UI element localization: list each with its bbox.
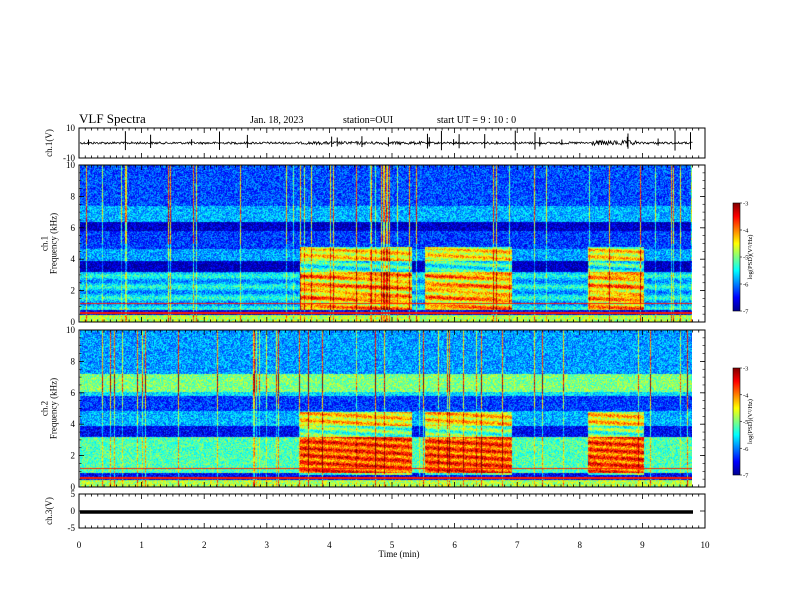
time-axis-label: Time (min) <box>379 549 420 559</box>
time-tick-label: 5 <box>390 540 395 550</box>
ch1-spectrogram-heatmap <box>80 165 692 322</box>
ch2-spectrogram-ytick-label: 0 <box>71 482 76 492</box>
ch2-colorbar: -3 -4 -5 -6 -7 log(PSD)(V²/Hz) <box>732 366 754 480</box>
time-tick-label: 7 <box>515 540 520 550</box>
ch2-spectrogram-heatmap <box>80 330 692 487</box>
ch1-colorbar-tick: -5 <box>743 255 748 262</box>
time-tick-label: 8 <box>578 540 583 550</box>
ch2-spectrogram-ylabel: ch.2 <box>40 401 50 416</box>
ch1-waveform-trace <box>79 139 693 147</box>
ch2-spectrogram-panel: 0 2 4 6 8 10 ch.2 Frequency (kHz) <box>40 325 706 492</box>
time-tick-label: 6 <box>452 540 457 550</box>
ch1-colorbar-tick: -4 <box>743 228 749 235</box>
ch3-waveform-panel: 5 0 -5 ch.3(V) <box>44 489 706 533</box>
ch1-colorbar-scale <box>732 202 741 312</box>
ch3-waveform-ytick-label: 5 <box>71 489 76 499</box>
ch1-colorbar-label: log(PSD)(V²/Hz) <box>747 235 754 280</box>
start-time-label: start UT = 9 : 10 : 0 <box>437 115 516 126</box>
ch2-spectrogram-ytick-label: 10 <box>66 325 76 335</box>
time-tick-label: 9 <box>640 540 645 550</box>
ch1-colorbar: -3 -4 -5 -6 -7 log(PSD)(V²/Hz) <box>732 201 754 316</box>
ch2-colorbar-tick: -5 <box>743 419 748 426</box>
time-tick-label: 1 <box>139 540 144 550</box>
ch2-colorbar-label: log(PSD)(V²/Hz) <box>747 399 754 444</box>
ch3-waveform-ylabel: ch.3(V) <box>44 497 54 525</box>
time-tick-label: 10 <box>701 540 711 550</box>
ch1-spectrogram-ylabel: ch.1 <box>40 236 50 251</box>
ch1-spectrogram-ylabel: Frequency (kHz) <box>49 213 59 274</box>
ch3-waveform-ytick-label: -5 <box>68 523 76 533</box>
station-label: station=OUI <box>343 115 393 126</box>
ch3-waveform-ytick-label: 0 <box>71 506 76 516</box>
time-axis: 0 1 2 3 4 5 6 7 8 9 10 <box>77 540 710 550</box>
ch2-colorbar-scale <box>732 367 741 476</box>
ch1-colorbar-tick: -6 <box>743 282 749 289</box>
ch1-spectrogram-ytick-label: 2 <box>71 286 76 296</box>
ch1-spectrogram-ytick-label: 8 <box>71 191 76 201</box>
ch2-colorbar-tick: -7 <box>743 473 749 480</box>
ch2-spectrogram-ytick-label: 2 <box>71 451 76 461</box>
ch2-colorbar-tick: -4 <box>743 392 749 399</box>
ch1-waveform-ytick-label: 10 <box>66 123 76 133</box>
ch1-spectrogram-panel: 0 2 4 6 8 10 ch.1 Frequency (kHz) <box>40 160 706 327</box>
time-tick-label: 4 <box>327 540 332 550</box>
ch1-spectrogram-ytick-label: 6 <box>71 223 76 233</box>
ch2-spectrogram-ytick-label: 6 <box>71 388 76 398</box>
time-tick-label: 3 <box>265 540 270 550</box>
ch1-spectrogram-ytick-label: 10 <box>66 160 76 170</box>
ch2-colorbar-tick: -3 <box>743 366 748 373</box>
ch2-spectrogram-ylabel: Frequency (kHz) <box>49 378 59 439</box>
ch1-waveform-ytick-label: -10 <box>63 153 75 163</box>
ch1-spectrogram-ytick-label: 0 <box>71 317 76 327</box>
time-tick-label: 2 <box>202 540 207 550</box>
ch1-colorbar-tick: -7 <box>743 309 749 316</box>
ch1-waveform-panel: 10 -10 ch.1(V) <box>44 123 706 163</box>
date-label: Jan. 18, 2023 <box>250 115 303 126</box>
figure-title: VLF Spectra <box>79 111 146 126</box>
time-tick-label: 0 <box>77 540 82 550</box>
ch2-spectrogram-ytick-label: 4 <box>71 419 76 429</box>
ch1-waveform-ylabel: ch.1(V) <box>44 129 54 157</box>
ch2-spectrogram-ytick-label: 8 <box>71 356 76 366</box>
ch1-spectrogram-ytick-label: 4 <box>71 254 76 264</box>
ch2-colorbar-tick: -6 <box>743 446 749 453</box>
ch1-colorbar-tick: -3 <box>743 201 748 208</box>
